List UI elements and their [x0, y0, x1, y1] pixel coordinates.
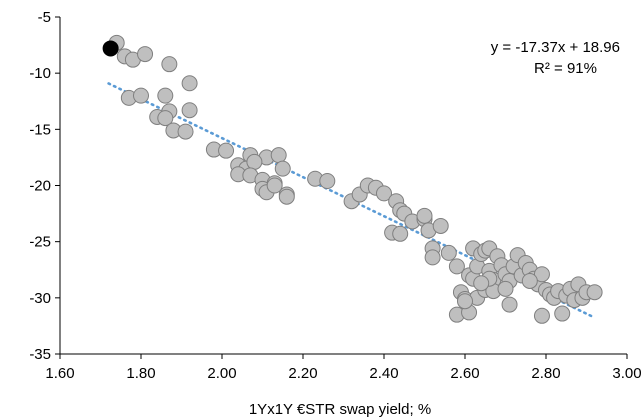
data-point	[448, 258, 465, 275]
x-tick-label: 2.40	[369, 365, 398, 382]
data-point	[319, 173, 336, 190]
data-point	[246, 153, 263, 170]
data-point	[497, 280, 514, 297]
y-tick-label: -20	[29, 178, 51, 195]
y-tick-label: -25	[29, 234, 51, 251]
data-point	[157, 87, 174, 104]
r-squared-annotation: R² = 91%	[534, 60, 597, 77]
data-point	[157, 110, 174, 127]
data-point	[521, 272, 538, 289]
data-point	[161, 56, 178, 73]
data-point	[133, 87, 149, 104]
x-tick-label: 2.80	[531, 365, 560, 382]
data-point	[533, 266, 550, 283]
x-tick-label: 3.00	[612, 365, 641, 382]
axes-layer	[55, 16, 628, 359]
tick-label-layer: 1.60 1.80 2.00 2.20 2.40 2.60 2.80 3.00 -5 -10 -15…	[29, 9, 641, 382]
data-point	[533, 307, 550, 324]
data-point	[218, 142, 235, 159]
data-point	[586, 284, 603, 301]
data-point	[440, 244, 457, 261]
data-point	[270, 147, 287, 164]
y-tick-label: -30	[29, 290, 51, 307]
data-point	[137, 46, 154, 63]
equation-annotation: y = -17.37x + 18.96	[491, 39, 620, 56]
x-axis-title: 1Yx1Y €STR swap yield; %	[249, 401, 431, 418]
data-point	[554, 305, 571, 322]
x-tick-label: 1.60	[45, 365, 74, 382]
data-point	[177, 123, 194, 140]
data-point	[278, 188, 295, 205]
data-point	[501, 296, 518, 313]
data-point	[274, 160, 291, 177]
x-tick-label: 1.80	[126, 365, 155, 382]
data-point	[457, 293, 473, 310]
data-point	[266, 177, 283, 194]
y-tick-label: -35	[29, 346, 51, 363]
points-layer	[102, 34, 603, 324]
x-tick-label: 2.20	[288, 365, 317, 382]
highlight-data-point	[102, 40, 119, 57]
data-point	[416, 207, 433, 224]
y-tick-label: -15	[29, 121, 51, 138]
data-point	[181, 75, 198, 92]
data-point	[392, 225, 409, 242]
data-point	[473, 275, 490, 292]
y-tick-label: -10	[29, 65, 51, 82]
x-tick-label: 2.60	[450, 365, 479, 382]
y-tick-label: -5	[38, 9, 51, 26]
x-tick-label: 2.00	[207, 365, 236, 382]
data-point	[424, 249, 441, 266]
data-point	[181, 102, 198, 119]
data-point	[376, 185, 392, 202]
data-point	[432, 217, 449, 234]
